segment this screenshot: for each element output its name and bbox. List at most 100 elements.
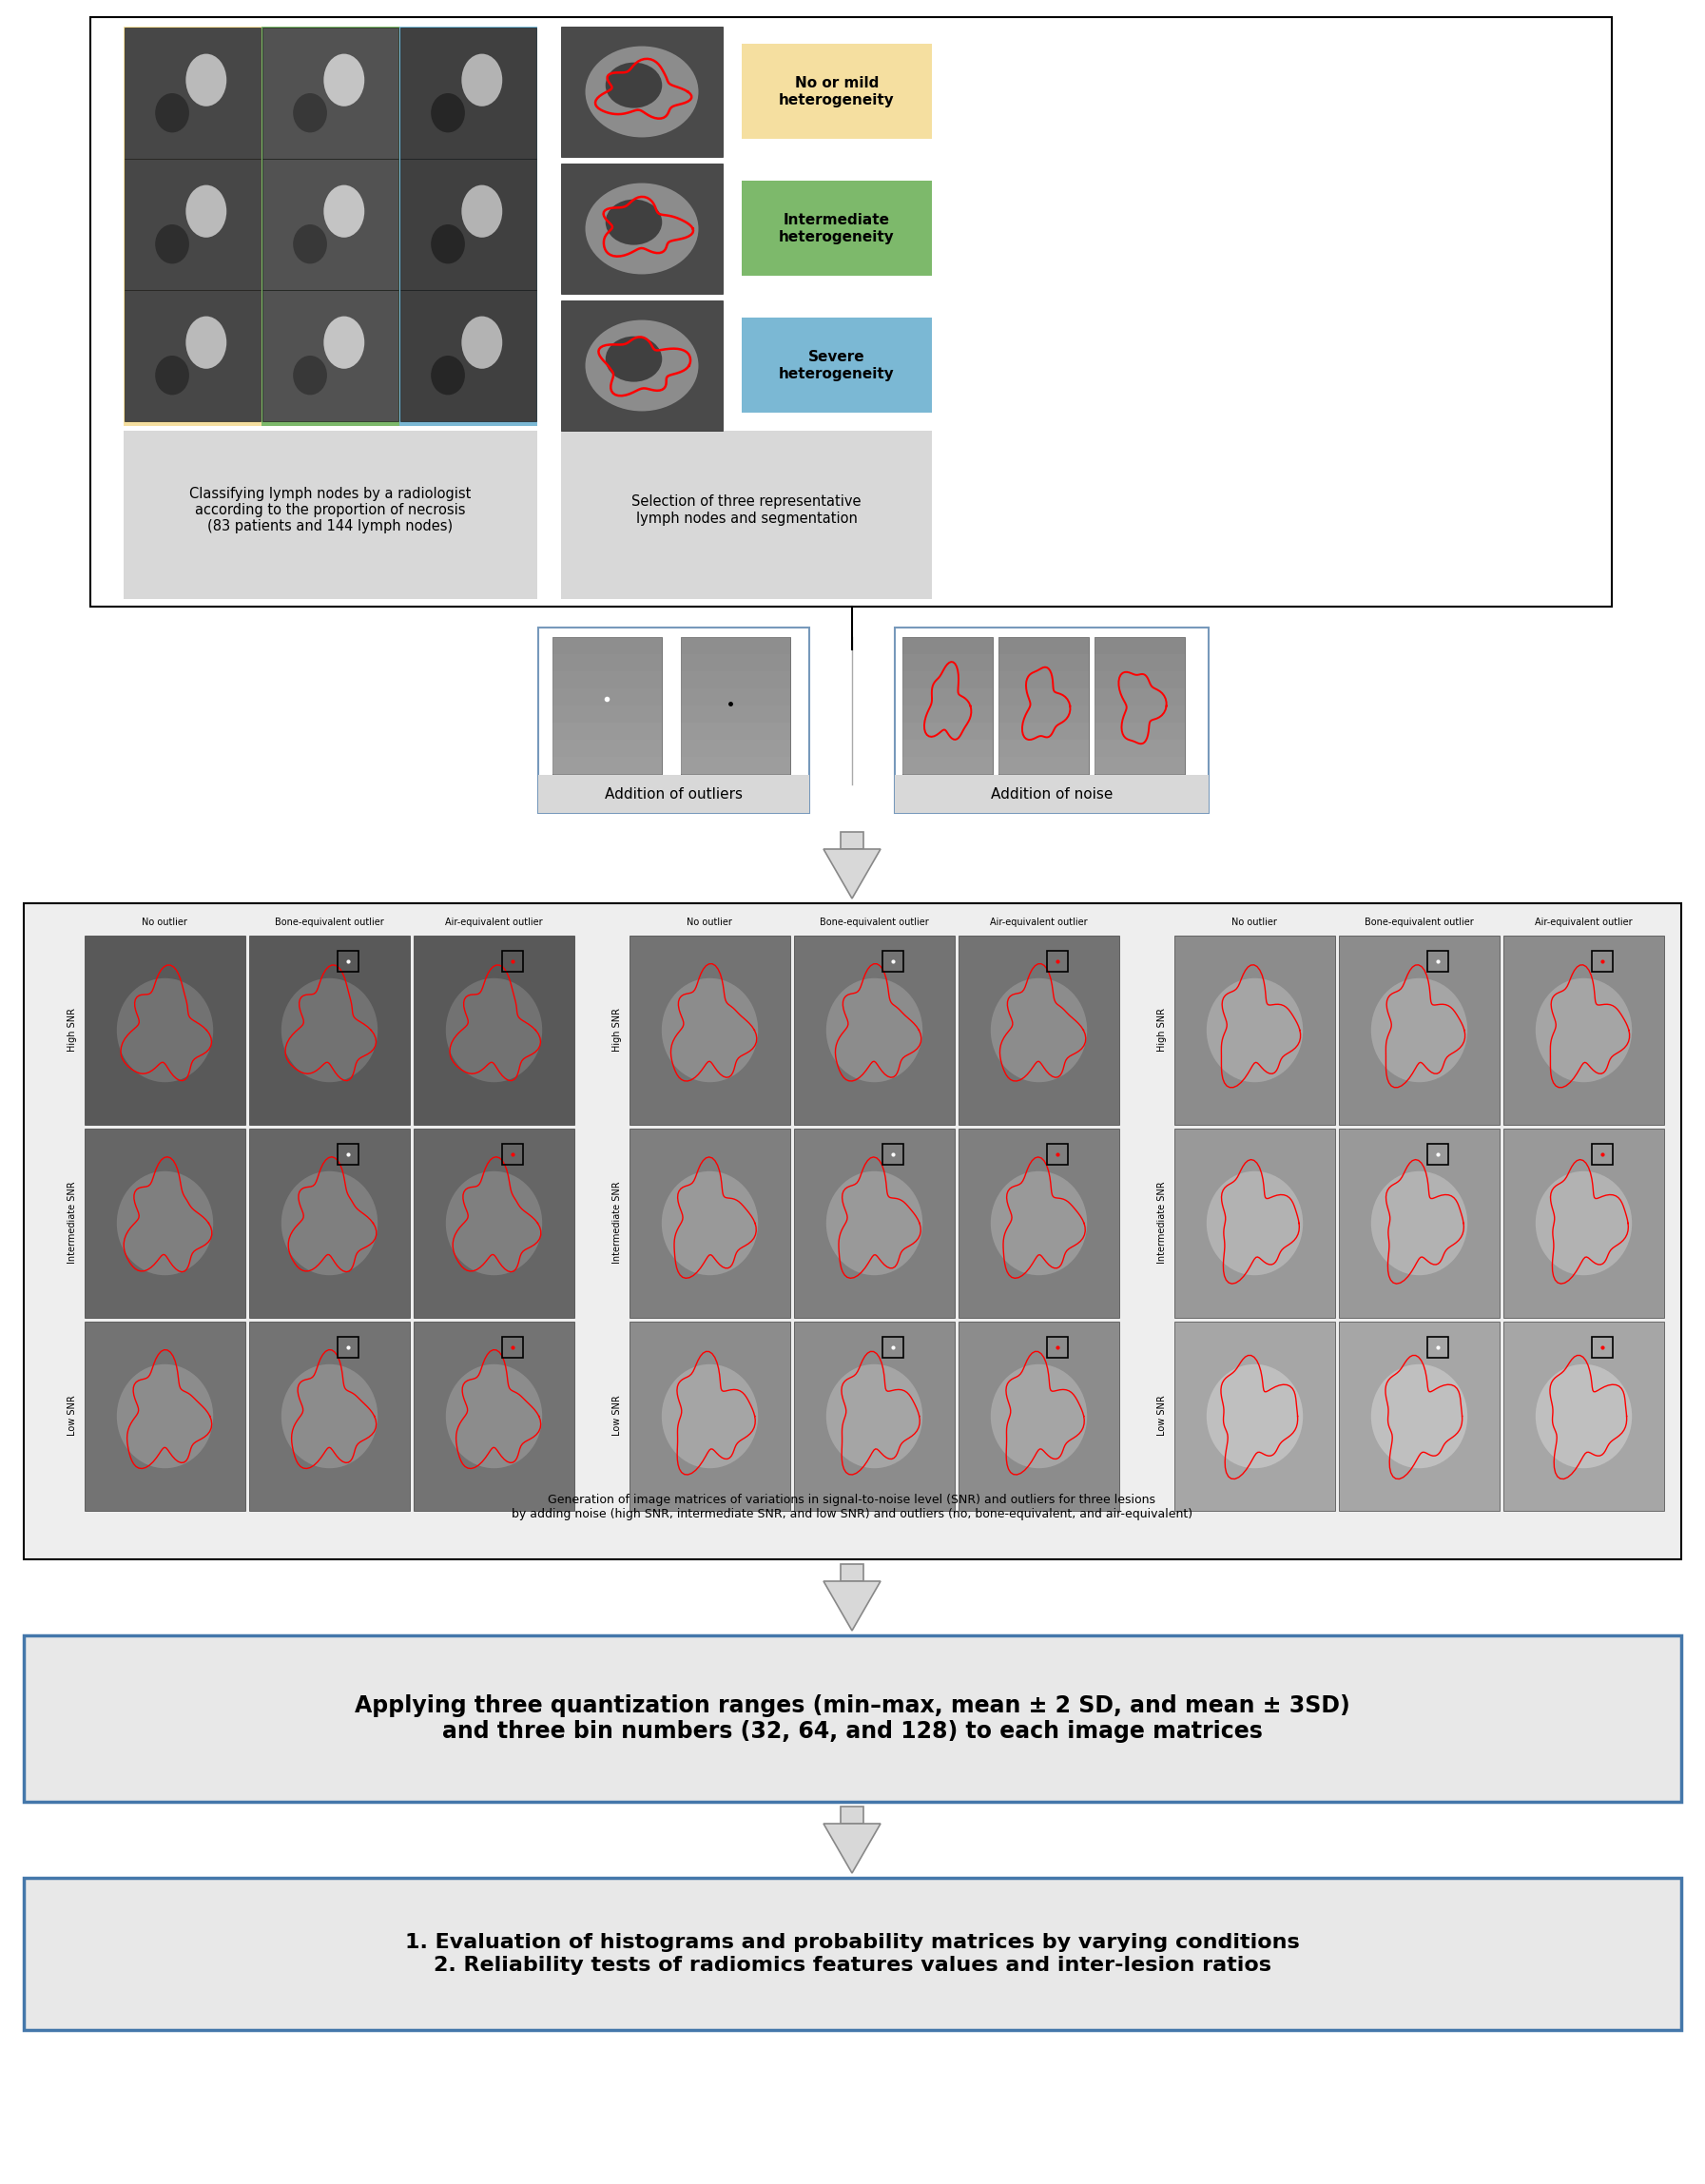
Ellipse shape	[462, 55, 503, 107]
Polygon shape	[824, 1581, 880, 1631]
Ellipse shape	[293, 225, 327, 264]
Bar	[1095, 705, 1185, 723]
Ellipse shape	[116, 1365, 213, 1468]
Bar	[680, 705, 789, 723]
Bar	[958, 1321, 1118, 1511]
Bar	[1095, 723, 1185, 740]
Ellipse shape	[445, 978, 542, 1083]
Bar	[841, 1806, 863, 1824]
Bar	[1095, 638, 1185, 655]
Bar	[902, 655, 992, 670]
Ellipse shape	[431, 94, 465, 133]
Ellipse shape	[991, 1365, 1088, 1468]
Bar	[1175, 1321, 1335, 1511]
Ellipse shape	[281, 1171, 379, 1275]
Text: Generation of image matrices of variations in signal-to-noise level (SNR) and ou: Generation of image matrices of variatio…	[511, 1494, 1192, 1520]
Bar	[795, 935, 955, 1125]
Bar	[414, 935, 575, 1125]
Bar	[539, 775, 810, 812]
Text: Bone-equivalent outlier: Bone-equivalent outlier	[820, 917, 929, 926]
Text: No outlier: No outlier	[1231, 917, 1277, 926]
Bar	[1175, 935, 1335, 1125]
Ellipse shape	[1207, 978, 1303, 1083]
Text: No outlier: No outlier	[687, 917, 731, 926]
Text: Intermediate SNR: Intermediate SNR	[612, 1182, 622, 1265]
Bar	[902, 688, 992, 705]
Bar	[552, 638, 662, 655]
Bar	[539, 627, 810, 812]
Ellipse shape	[605, 336, 662, 382]
Bar	[501, 1337, 523, 1358]
Ellipse shape	[585, 321, 699, 411]
Bar	[552, 758, 662, 773]
Bar	[742, 181, 933, 275]
Ellipse shape	[662, 1365, 759, 1468]
Bar	[249, 935, 409, 1125]
Bar	[795, 1129, 955, 1317]
Bar	[999, 688, 1089, 705]
Text: High SNR: High SNR	[1158, 1007, 1166, 1051]
Bar	[561, 26, 723, 157]
Ellipse shape	[186, 186, 227, 238]
Bar	[263, 28, 399, 159]
Bar	[263, 290, 399, 422]
Ellipse shape	[827, 978, 922, 1083]
Ellipse shape	[445, 1365, 542, 1468]
Bar	[414, 1129, 575, 1317]
Bar	[501, 1144, 523, 1164]
Bar	[124, 28, 261, 159]
Bar	[124, 290, 261, 422]
Bar	[999, 638, 1089, 775]
Bar	[1592, 1144, 1613, 1164]
Bar	[1095, 638, 1185, 775]
Ellipse shape	[827, 1365, 922, 1468]
Bar	[1427, 1337, 1448, 1358]
Ellipse shape	[1536, 978, 1632, 1083]
Bar	[1095, 655, 1185, 670]
Text: No or mild
heterogeneity: No or mild heterogeneity	[779, 76, 895, 107]
Ellipse shape	[1207, 1365, 1303, 1468]
Bar	[1047, 1144, 1067, 1164]
Ellipse shape	[1207, 1171, 1303, 1275]
Bar	[1175, 1129, 1335, 1317]
Bar	[90, 17, 1611, 607]
Ellipse shape	[431, 356, 465, 395]
Bar	[999, 723, 1089, 740]
Bar	[902, 723, 992, 740]
Bar	[680, 638, 789, 775]
Bar	[561, 164, 723, 295]
Text: Air-equivalent outlier: Air-equivalent outlier	[445, 917, 542, 926]
Bar	[902, 638, 992, 655]
Bar	[958, 1129, 1118, 1317]
Ellipse shape	[431, 225, 465, 264]
Bar	[958, 935, 1118, 1125]
Bar	[552, 723, 662, 740]
Bar	[629, 1129, 789, 1317]
Bar	[883, 1337, 904, 1358]
Ellipse shape	[662, 1171, 759, 1275]
Ellipse shape	[662, 978, 759, 1083]
Ellipse shape	[324, 55, 365, 107]
Bar	[895, 775, 1209, 812]
Ellipse shape	[186, 317, 227, 369]
Bar	[552, 655, 662, 670]
Bar	[795, 1321, 955, 1511]
Bar	[338, 950, 358, 972]
Text: Addition of noise: Addition of noise	[991, 786, 1113, 802]
Bar	[902, 705, 992, 723]
Bar	[401, 28, 537, 159]
Bar	[338, 1337, 358, 1358]
Bar	[680, 670, 789, 688]
Ellipse shape	[605, 199, 662, 245]
Bar	[24, 1636, 1681, 1802]
Ellipse shape	[281, 978, 379, 1083]
Bar	[401, 159, 537, 290]
Text: No outlier: No outlier	[142, 917, 188, 926]
Bar	[883, 950, 904, 972]
Bar	[124, 159, 261, 290]
Bar	[629, 1321, 789, 1511]
Polygon shape	[824, 1824, 880, 1874]
Bar	[552, 705, 662, 723]
Bar	[124, 26, 261, 426]
Ellipse shape	[324, 186, 365, 238]
